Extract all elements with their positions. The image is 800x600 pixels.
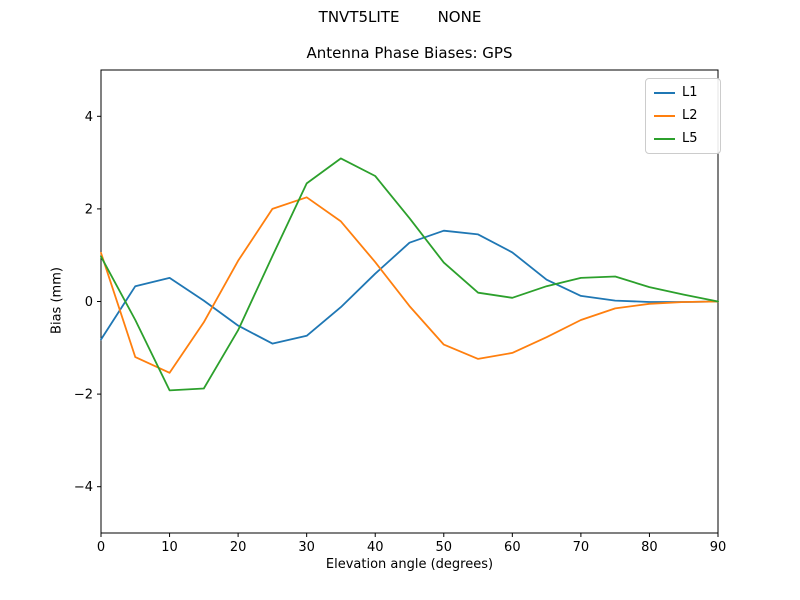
y-tick-label: 0	[85, 295, 93, 310]
chart-title: Antenna Phase Biases: GPS	[306, 44, 513, 62]
x-tick-label: 10	[161, 540, 178, 555]
legend: L1 L2 L5	[645, 78, 721, 154]
legend-item-l1: L1	[654, 84, 720, 102]
y-axis-label: Bias (mm)	[49, 267, 65, 334]
x-tick-label: 30	[298, 540, 315, 555]
y-tick-label: 2	[85, 202, 93, 217]
y-tick-label: −2	[74, 388, 93, 403]
x-tick-label: 80	[641, 540, 658, 555]
legend-item-l5: L5	[654, 130, 720, 148]
x-tick-label: 40	[367, 540, 384, 555]
x-tick-label: 0	[97, 540, 105, 555]
x-tick-label: 20	[230, 540, 247, 555]
series-line-l5	[100, 157, 719, 392]
y-tick-label: −4	[74, 480, 93, 495]
series-line-l1	[100, 229, 719, 345]
x-tick-label: 70	[573, 540, 590, 555]
legend-line-sample-l5	[654, 138, 675, 140]
series-line-l2	[100, 196, 719, 374]
legend-line-sample-l1	[654, 92, 675, 94]
x-tick-label: 50	[436, 540, 453, 555]
y-tick-label: 4	[85, 110, 93, 125]
x-tick-label: 60	[504, 540, 521, 555]
legend-label-l1: L1	[682, 85, 698, 100]
legend-label-l5: L5	[682, 131, 698, 146]
legend-label-l2: L2	[682, 108, 698, 123]
x-axis-label: Elevation angle (degrees)	[325, 557, 494, 572]
x-tick-label: 90	[710, 540, 727, 555]
figure-suptitle: TNVT5LITE NONE	[318, 8, 482, 26]
legend-item-l2: L2	[654, 107, 720, 125]
legend-line-sample-l2	[654, 115, 675, 117]
